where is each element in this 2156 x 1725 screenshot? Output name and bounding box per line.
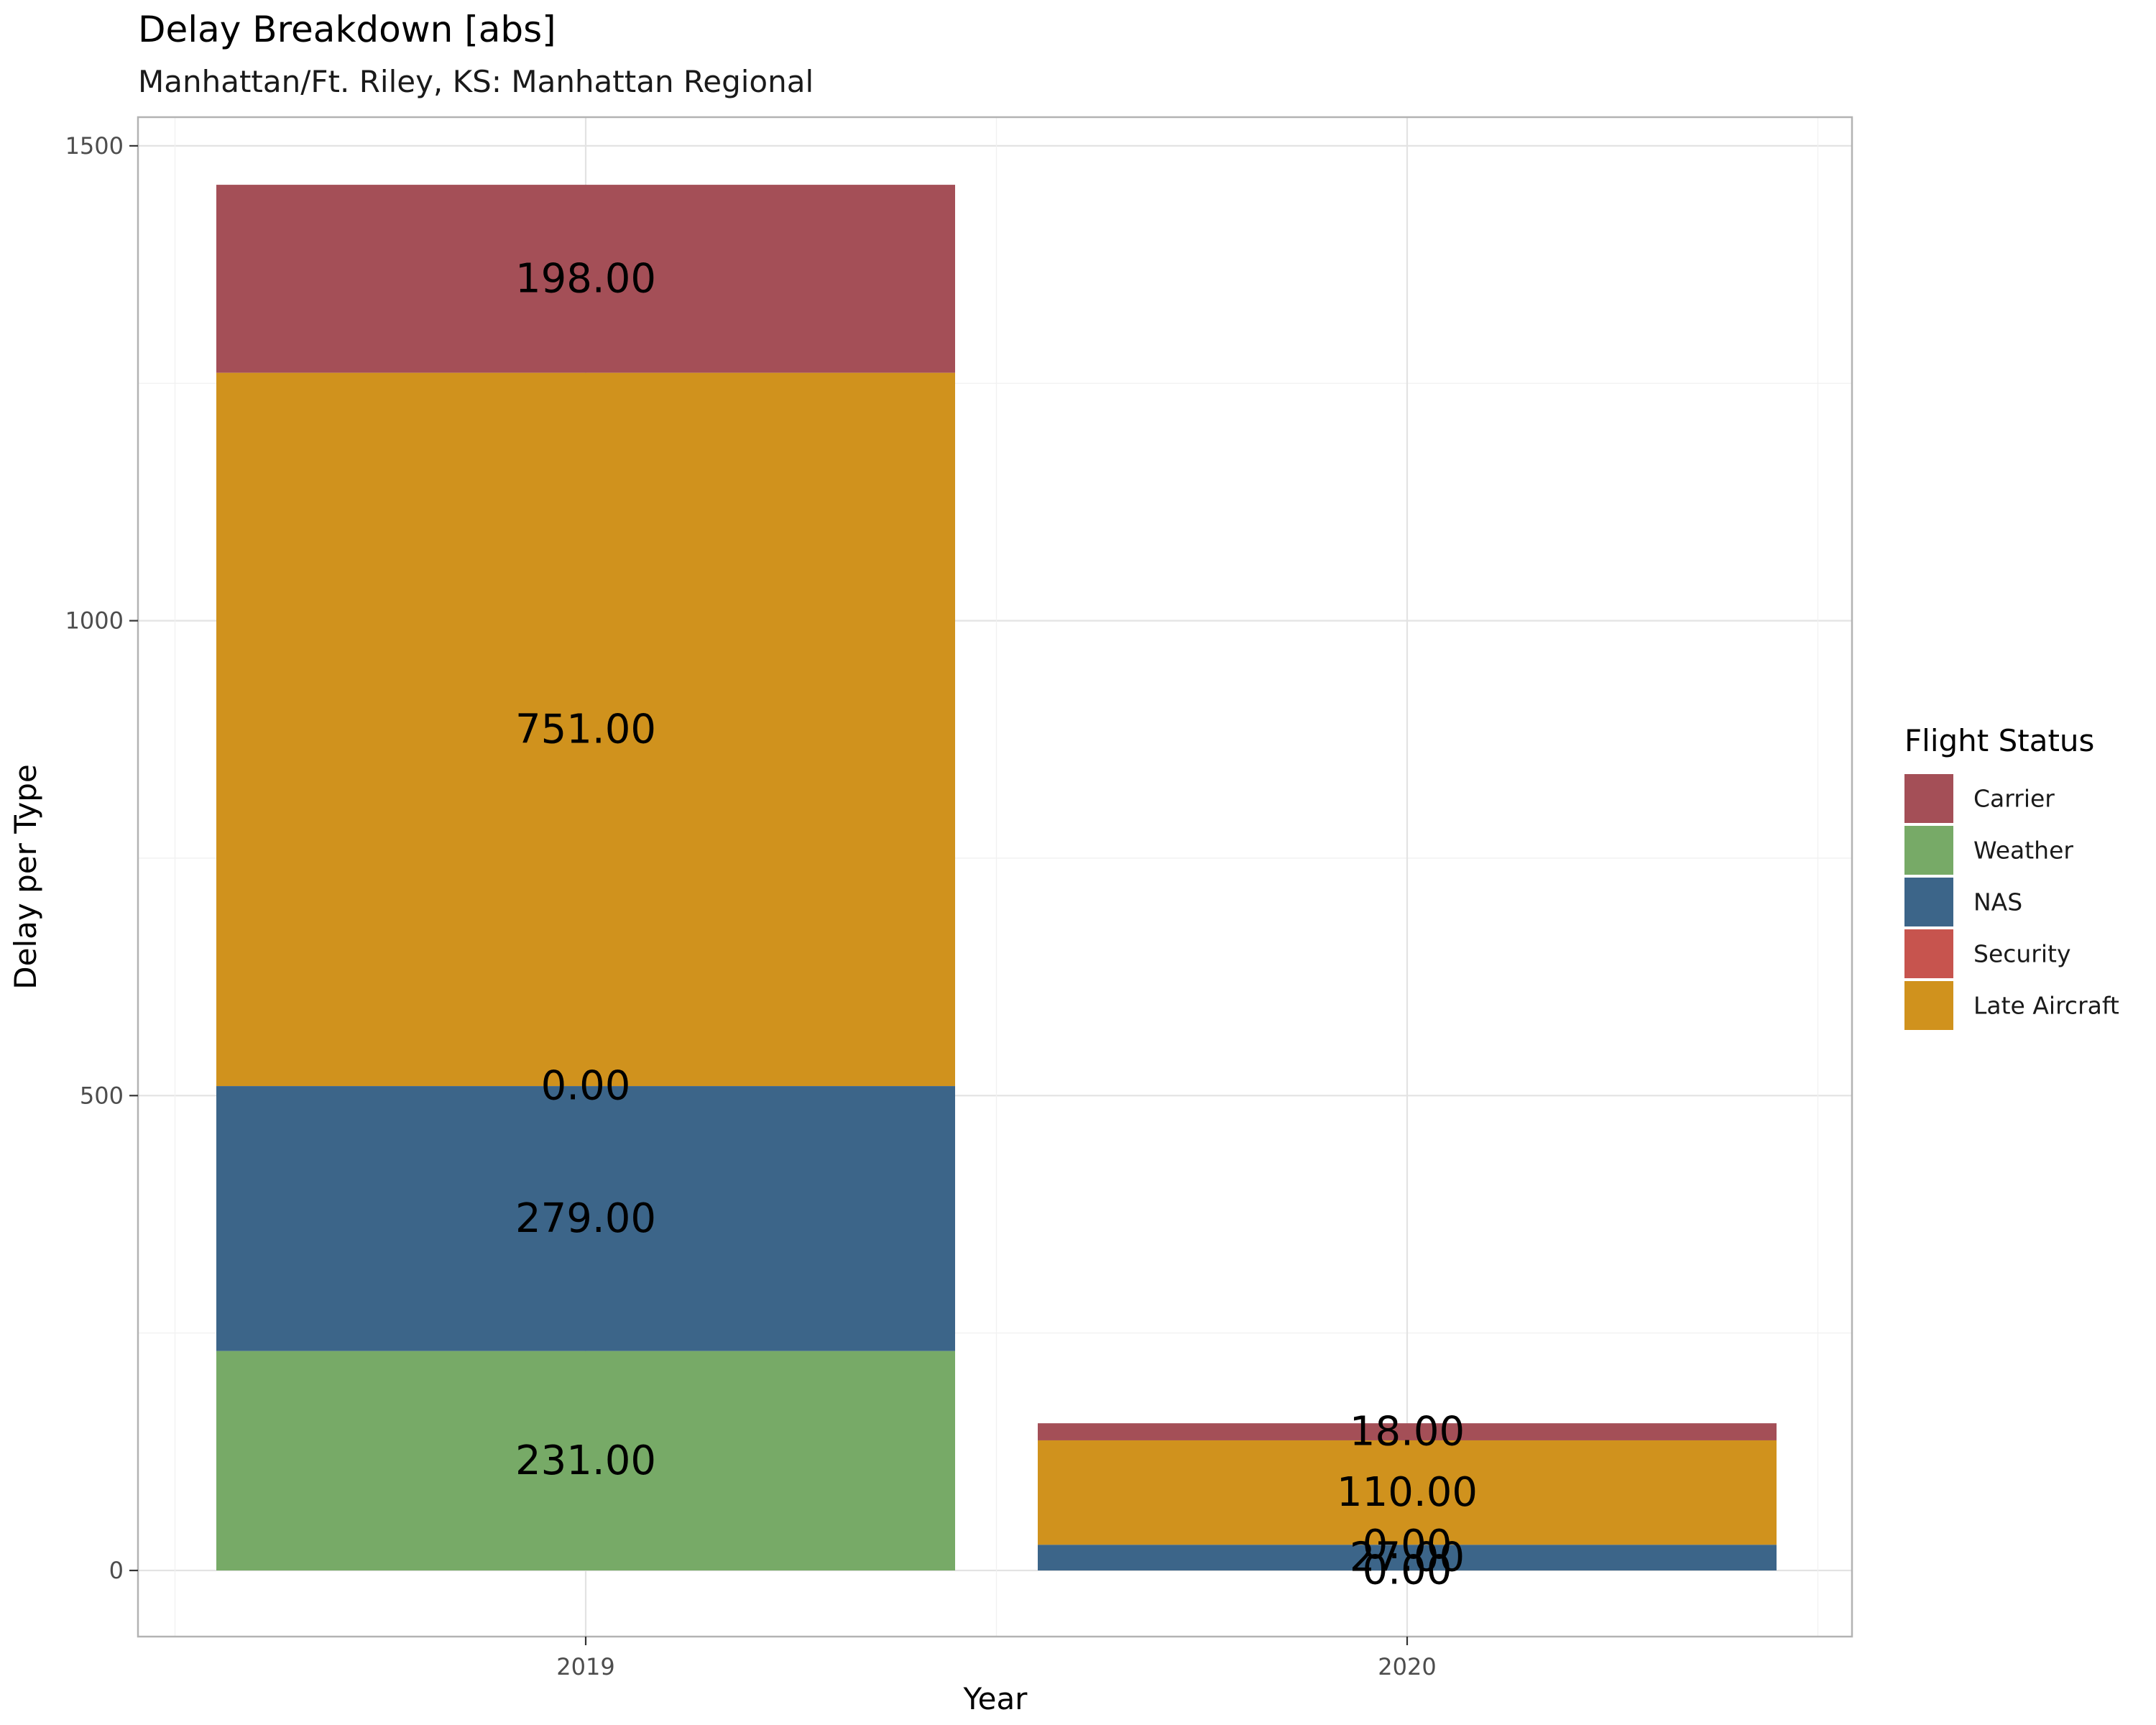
data-label-late-aircraft-2020: 110.00: [1337, 1469, 1478, 1516]
y-tick-label: 1000: [65, 607, 124, 635]
legend-title: Flight Status: [1904, 723, 2094, 758]
legend-key-carrier: [1904, 774, 1953, 823]
x-tick-label: 2019: [556, 1653, 614, 1680]
bars: [216, 185, 1777, 1570]
bar-carrier-2019: [216, 185, 955, 373]
legend-label: Carrier: [1973, 785, 2055, 813]
bar-weather-2019: [216, 1351, 955, 1570]
y-tick-label: 0: [109, 1557, 124, 1584]
y-tick-label: 1500: [65, 132, 124, 160]
bar-late-aircraft-2020: [1038, 1440, 1777, 1545]
bar-carrier-2020: [1038, 1423, 1777, 1440]
legend-label: NAS: [1973, 888, 2022, 916]
data-label-security-2019: 0.00: [541, 1063, 631, 1110]
plot-border: [137, 116, 1853, 1638]
legend-key-nas: [1904, 878, 1953, 926]
data-label-weather-2019: 231.00: [515, 1438, 656, 1484]
data-label-late-aircraft-2019: 751.00: [515, 706, 656, 753]
chart-title: Delay Breakdown [abs]: [138, 9, 556, 50]
bar-nas-2019: [216, 1086, 955, 1351]
data-label-nas-2020: 27.00: [1350, 1535, 1465, 1581]
bar-late-aircraft-2019: [216, 372, 955, 1087]
bar-nas-2020: [1038, 1545, 1777, 1570]
legend-label: Late Aircraft: [1973, 992, 2119, 1020]
legend-label: Weather: [1973, 837, 2073, 865]
legend-label: Security: [1973, 940, 2071, 968]
data-label-nas-2019: 279.00: [515, 1195, 656, 1242]
axes: 0 500 1000 1500 2019 2020: [65, 132, 1437, 1680]
x-tick-label: 2020: [1378, 1653, 1436, 1680]
data-label-carrier-2019: 198.00: [515, 255, 656, 302]
data-labels: 198.00 751.00 0.00 279.00 231.00 18.00 110.00 0…: [515, 255, 1478, 1593]
y-axis-title: Delay per Type: [8, 764, 43, 989]
legend: Flight Status Carrier Weather NAS Security L…: [1904, 723, 2119, 1030]
legend-key-weather: [1904, 826, 1953, 875]
y-tick-label: 500: [80, 1082, 124, 1109]
x-axis-title: Year: [963, 1681, 1028, 1716]
chart-subtitle: Manhattan/Ft. Riley, KS: Manhattan Regio…: [138, 64, 814, 99]
legend-key-security: [1904, 929, 1953, 978]
legend-key-late-aircraft: [1904, 981, 1953, 1030]
data-label-security-2020: 0.00: [1363, 1522, 1452, 1568]
data-label-weather-2020: 0.00: [1363, 1547, 1452, 1594]
data-label-carrier-2020: 18.00: [1350, 1409, 1465, 1455]
